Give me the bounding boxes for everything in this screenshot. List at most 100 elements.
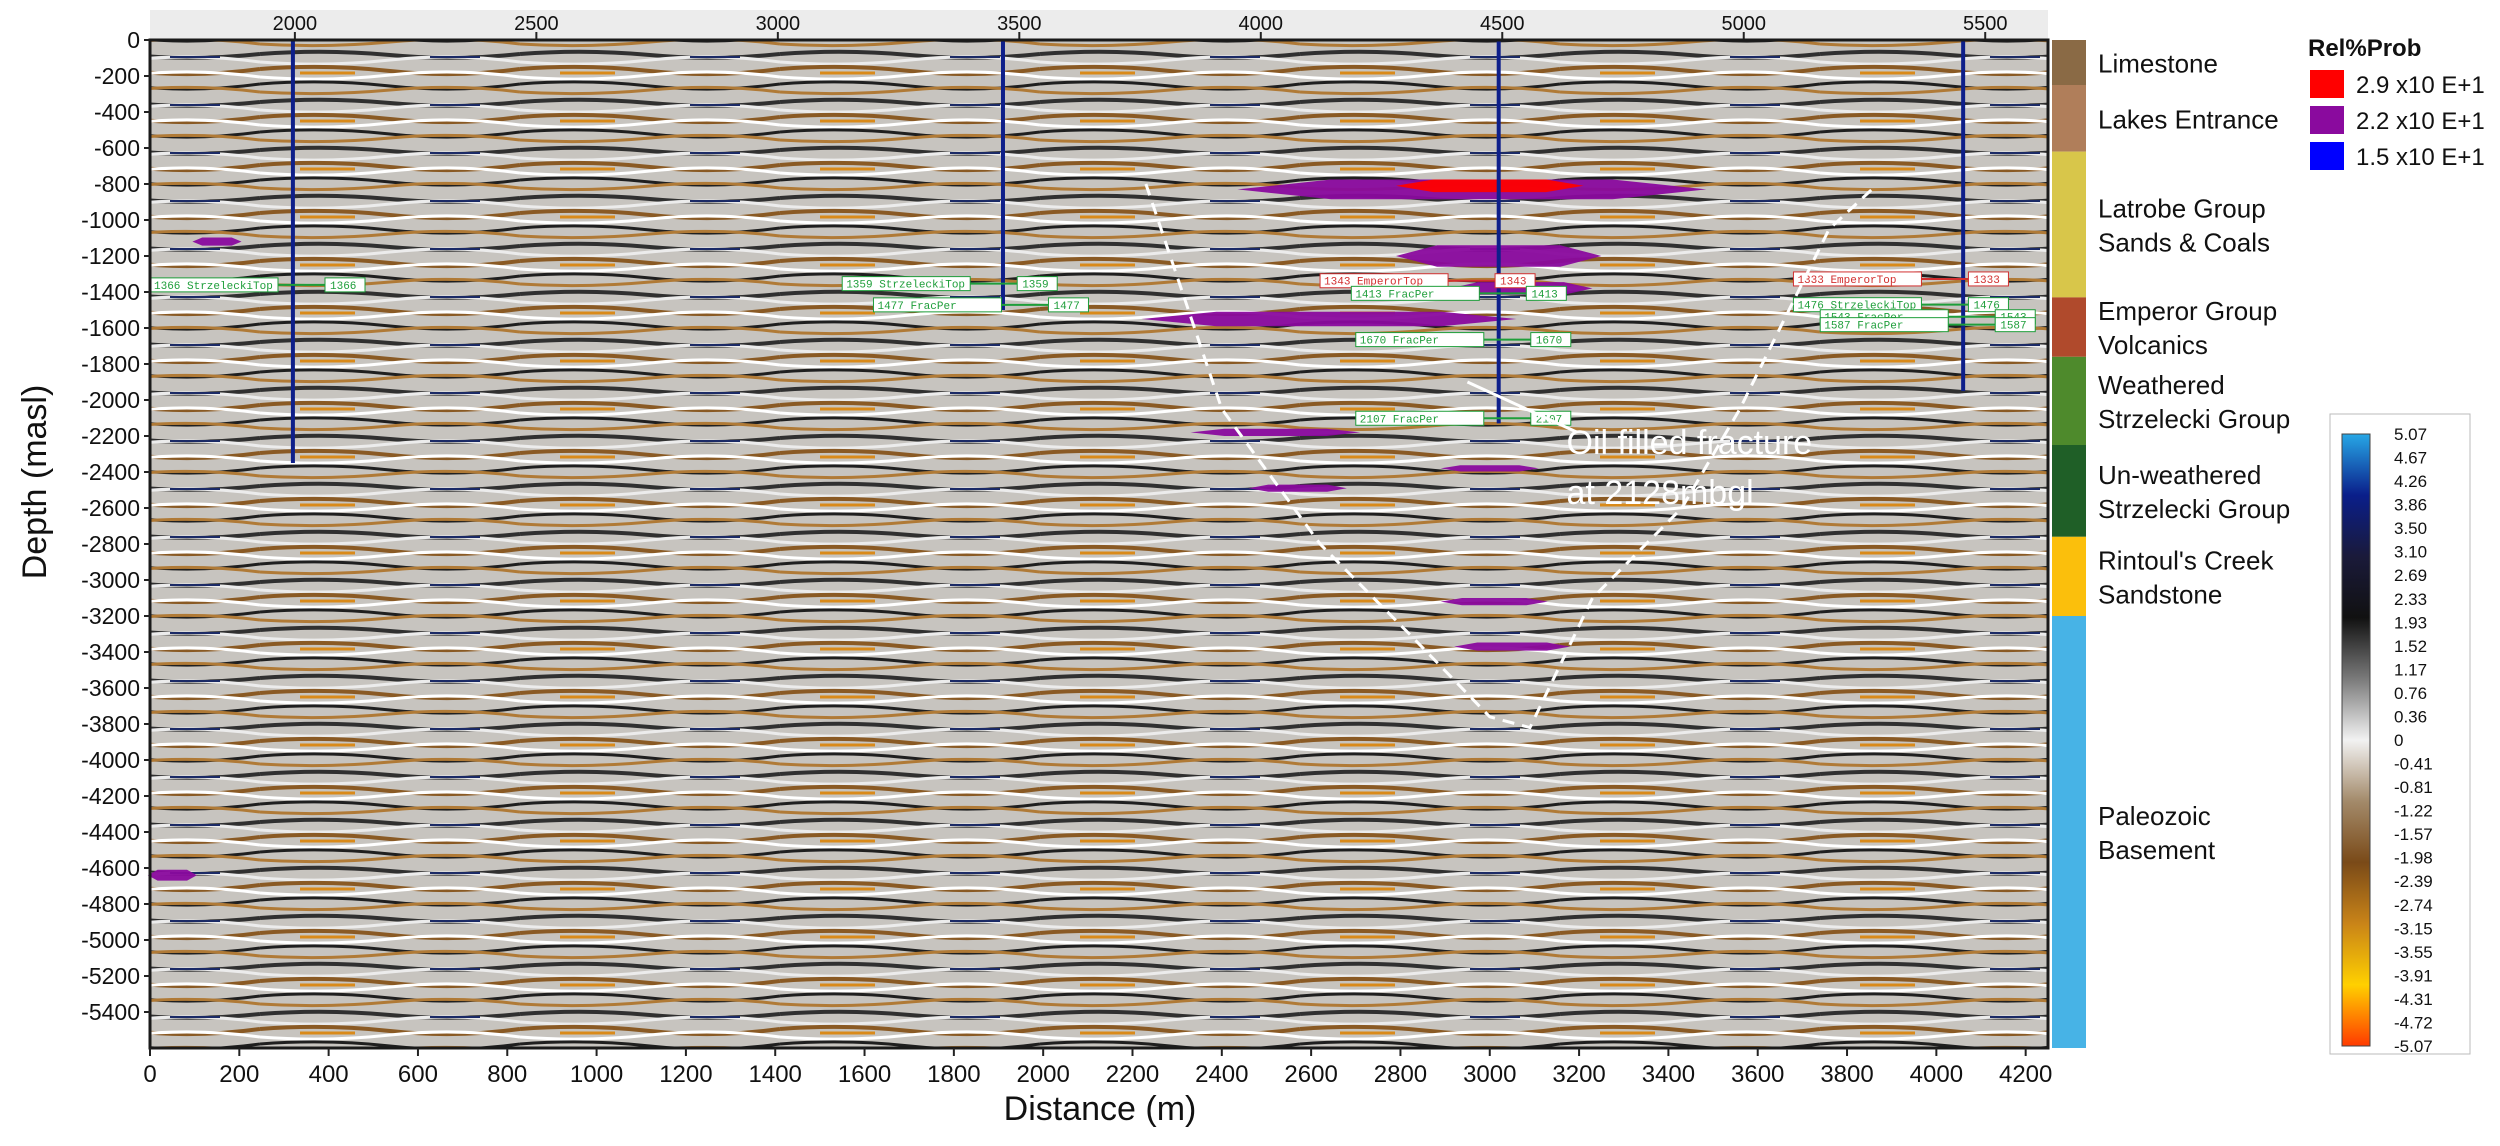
colorbar-tick-label: -0.81	[2394, 778, 2433, 797]
x-tick-label: 2800	[1374, 1061, 1427, 1088]
strat-unit-band	[2052, 445, 2086, 537]
y-tick-label: -1800	[81, 351, 140, 377]
top-axis-tick-label: 5000	[1721, 13, 1766, 35]
colorbar-tick-label: 4.26	[2394, 472, 2427, 491]
y-tick-label: -2800	[81, 531, 140, 557]
colorbar-tick-label: 1.52	[2394, 637, 2427, 656]
y-tick-label: 0	[127, 27, 140, 53]
x-tick-label: 2000	[1016, 1061, 1069, 1088]
y-tick-label: -2000	[81, 387, 140, 413]
colorbar-tick-label: -1.98	[2394, 849, 2433, 868]
top-axis-tick-label: 4000	[1239, 13, 1284, 35]
annotation-pointer	[1466, 380, 1578, 434]
x-tick-label: 4000	[1910, 1061, 1963, 1088]
x-tick-label: 3200	[1552, 1061, 1605, 1088]
legend-entry-label: 1.5 x10 E+1	[2356, 144, 2485, 171]
y-tick-label: -4800	[81, 891, 140, 917]
top-axis: 2000 2500 3000 3500 4000 4500 5000 5500	[150, 10, 2048, 42]
well-pick: 1366 StrzeleckiTop 1366	[149, 277, 366, 293]
well-pick: 1477 FracPer 1477	[872, 297, 1089, 313]
strat-unit-band	[2052, 40, 2086, 85]
probability-anomaly	[1454, 642, 1571, 651]
x-tick-label: 200	[219, 1061, 259, 1088]
colorbar-tick-label: -2.39	[2394, 872, 2433, 891]
x-tick-label: 1800	[927, 1061, 980, 1088]
y-tick-label: -3600	[81, 675, 140, 701]
y-axis-label: Depth (masl)	[16, 385, 54, 580]
well-pick-label: 1587 FracPer	[1824, 321, 1903, 333]
colorbar-ramp	[2341, 433, 2371, 1047]
probability-anomaly	[1440, 598, 1548, 606]
y-tick-label: -200	[94, 63, 140, 89]
top-axis-tick-label: 2500	[514, 13, 559, 35]
y-tick-label: -3000	[81, 567, 140, 593]
legend-title: Rel%Prob	[2308, 35, 2421, 62]
well-pick-value-box	[1994, 317, 2036, 333]
strat-unit-label: Sandstone	[2098, 579, 2222, 609]
strat-unit-label: Un-weathered	[2098, 460, 2261, 490]
y-tick-label: -5200	[81, 963, 140, 989]
y-tick-label: -800	[94, 171, 140, 197]
strat-unit-band	[2052, 151, 2086, 298]
colorbar-tick-label: -1.22	[2394, 802, 2433, 821]
colorbar-tick-label: -4.31	[2394, 990, 2433, 1009]
colorbar-tick-label: 0	[2394, 731, 2403, 750]
strat-unit-label: Paleozoic	[2098, 801, 2211, 831]
top-axis-tick-label: 5500	[1963, 13, 2008, 35]
x-tick-label: 2400	[1195, 1061, 1248, 1088]
x-tick-label: 600	[398, 1061, 438, 1088]
probability-anomaly	[1395, 179, 1584, 193]
top-axis-tick-label: 2000	[273, 13, 318, 35]
well-pick-label: 1333 EmperorTop	[1797, 275, 1896, 287]
well-pick-value-box	[1494, 273, 1536, 289]
amplitude-colorbar: 5.07 4.67 4.26 3.86 3.50 3.10 2.69 2.33 1.93 1.52…	[2329, 413, 2471, 1056]
y-tick-label: -3800	[81, 711, 140, 737]
well-pick: 1359 StrzeleckiTop 1359	[841, 276, 1058, 292]
x-tick-label: 1000	[570, 1061, 623, 1088]
well-pick-value-box	[1047, 297, 1089, 313]
x-axis-label: Distance (m)	[1004, 1090, 1197, 1128]
y-tick-label: -2600	[81, 495, 140, 521]
well-pick: 1670 FracPer 1670	[1355, 332, 1572, 348]
top-axis-tick-label: 3500	[997, 13, 1042, 35]
colorbar-tick-label: -2.74	[2394, 896, 2433, 915]
legend-swatch	[2310, 70, 2344, 98]
x-tick-label: 3600	[1731, 1061, 1784, 1088]
strat-unit-label: Basement	[2098, 835, 2216, 865]
well-pick-label: 2107 FracPer	[1360, 414, 1439, 426]
well-pick: 1333 EmperorTop 1333	[1792, 271, 2009, 287]
well-pick: 1343 EmperorTop 1343	[1319, 273, 1536, 289]
x-tick-label: 2600	[1284, 1061, 1337, 1088]
annotation-text: at 2128mbgl	[1567, 474, 1754, 512]
probability-anomalies	[147, 179, 1707, 881]
strat-unit-label: Lakes Entrance	[2098, 104, 2279, 134]
strat-unit-label: Strzelecki Group	[2098, 494, 2290, 524]
y-tick-label: -4000	[81, 747, 140, 773]
colorbar-tick-label: 5.07	[2394, 425, 2427, 444]
y-tick-label: -400	[94, 99, 140, 125]
x-axis: 0 200 400 600 800 1000 1200 1400 1600 1800 2000 220…	[143, 1048, 2052, 1088]
y-tick-label: -2400	[81, 459, 140, 485]
strat-unit-label: Emperor Group	[2098, 296, 2277, 326]
colorbar-tick-label: 0.36	[2394, 707, 2427, 726]
well-pick-value: 1477	[1053, 301, 1079, 313]
x-tick-label: 1400	[749, 1061, 802, 1088]
colorbar-tick-label: -5.07	[2394, 1037, 2433, 1056]
colorbar-tick-label: 3.86	[2394, 496, 2427, 515]
colorbar-tick-label: 4.67	[2394, 449, 2427, 468]
y-tick-label: -4200	[81, 783, 140, 809]
top-axis-band	[150, 10, 2048, 40]
colorbar-tick-label: 1.93	[2394, 613, 2427, 632]
colorbar-tick-label: 1.17	[2394, 660, 2427, 679]
y-tick-label: -1400	[81, 279, 140, 305]
x-tick-label: 800	[487, 1061, 527, 1088]
well-pick-value: 1670	[1536, 336, 1562, 348]
strat-unit-label: Weathered	[2098, 370, 2225, 400]
y-tick-label: -3200	[81, 603, 140, 629]
colorbar-tick-label: -3.15	[2394, 919, 2433, 938]
x-tick-label: 2200	[1106, 1061, 1159, 1088]
strat-unit-band	[2052, 297, 2086, 357]
stratigraphy-column: Limestone Lakes Entrance Latrobe Group Sand…	[2052, 40, 2290, 1048]
probability-anomaly	[147, 869, 197, 881]
